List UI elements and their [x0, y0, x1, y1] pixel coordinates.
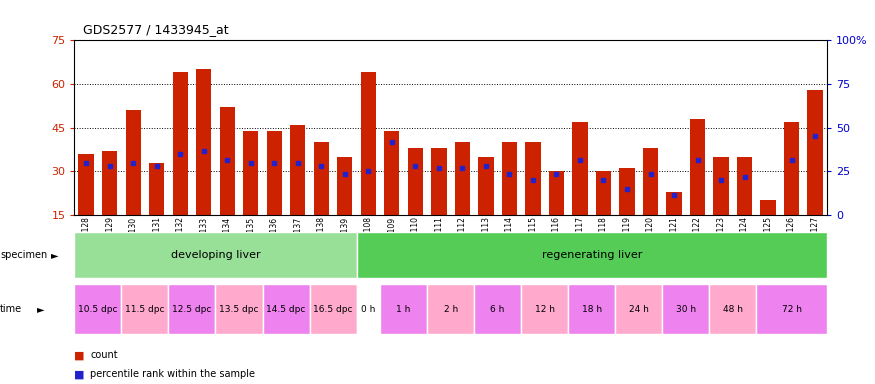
Text: ■: ■ [74, 350, 85, 360]
Text: 0 h: 0 h [361, 305, 375, 314]
Bar [168, 284, 215, 334]
Bar [337, 157, 353, 215]
Bar [643, 148, 658, 215]
Bar [431, 148, 446, 215]
Text: 11.5 dpc: 11.5 dpc [125, 305, 164, 314]
Bar [662, 284, 710, 334]
Bar [267, 131, 282, 215]
Text: 13.5 dpc: 13.5 dpc [220, 305, 259, 314]
Text: 18 h: 18 h [582, 305, 602, 314]
Text: time: time [0, 304, 22, 314]
Text: 24 h: 24 h [629, 305, 648, 314]
Text: 14.5 dpc: 14.5 dpc [266, 305, 305, 314]
Bar [549, 171, 564, 215]
Bar [615, 284, 662, 334]
Text: 48 h: 48 h [723, 305, 743, 314]
Bar [455, 142, 470, 215]
Text: GDS2577 / 1433945_at: GDS2577 / 1433945_at [83, 23, 228, 36]
Text: 1 h: 1 h [396, 305, 410, 314]
Text: ►: ► [51, 250, 59, 260]
Bar [79, 154, 94, 215]
Bar [501, 142, 517, 215]
Bar [125, 110, 141, 215]
Bar [737, 157, 752, 215]
Bar [427, 284, 474, 334]
Text: ■: ■ [74, 369, 85, 379]
Bar [357, 232, 827, 278]
Text: 2 h: 2 h [444, 305, 458, 314]
Text: 10.5 dpc: 10.5 dpc [78, 305, 117, 314]
Text: regenerating liver: regenerating liver [542, 250, 642, 260]
Text: 72 h: 72 h [781, 305, 802, 314]
Text: percentile rank within the sample: percentile rank within the sample [90, 369, 256, 379]
Bar [525, 142, 541, 215]
Text: 16.5 dpc: 16.5 dpc [313, 305, 353, 314]
Bar [596, 171, 611, 215]
Bar [290, 125, 305, 215]
Text: specimen: specimen [0, 250, 47, 260]
Bar [172, 72, 188, 215]
Bar [522, 284, 568, 334]
Text: 12 h: 12 h [535, 305, 555, 314]
Bar [310, 284, 357, 334]
Bar [710, 284, 756, 334]
Bar [122, 284, 168, 334]
Bar [479, 157, 494, 215]
Bar [220, 107, 234, 215]
Bar [243, 131, 258, 215]
Bar [74, 232, 357, 278]
Text: count: count [90, 350, 118, 360]
Bar [408, 148, 423, 215]
Bar [74, 284, 122, 334]
Bar [572, 122, 588, 215]
Text: developing liver: developing liver [171, 250, 260, 260]
Text: ►: ► [37, 304, 45, 314]
Bar [568, 284, 615, 334]
Bar [620, 169, 634, 215]
Bar [380, 284, 427, 334]
Text: 30 h: 30 h [676, 305, 696, 314]
Bar [262, 284, 310, 334]
Bar [784, 122, 799, 215]
Bar [196, 70, 212, 215]
Bar [474, 284, 522, 334]
Text: 6 h: 6 h [491, 305, 505, 314]
Bar [357, 284, 380, 334]
Bar [102, 151, 117, 215]
Bar [667, 192, 682, 215]
Bar [808, 90, 822, 215]
Bar [149, 163, 164, 215]
Bar [384, 131, 400, 215]
Text: 12.5 dpc: 12.5 dpc [172, 305, 212, 314]
Bar [713, 157, 729, 215]
Bar [760, 200, 776, 215]
Bar [313, 142, 329, 215]
Bar [360, 72, 376, 215]
Bar [690, 119, 705, 215]
Bar [756, 284, 827, 334]
Bar [215, 284, 262, 334]
